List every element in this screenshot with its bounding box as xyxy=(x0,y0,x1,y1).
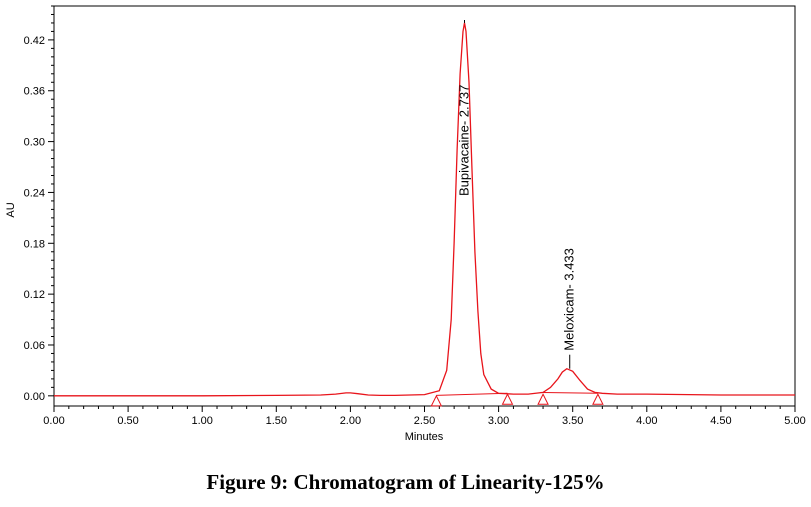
x-tick-label: 1.00 xyxy=(191,415,212,427)
peak-annotation: Meloxicam- 3.433 xyxy=(562,248,577,369)
x-tick-label: 4.00 xyxy=(636,415,657,427)
chromatogram-trace xyxy=(54,22,795,397)
x-tick-label: 0.50 xyxy=(117,415,138,427)
x-tick-label: 2.00 xyxy=(340,415,361,427)
y-tick-label: 0.36 xyxy=(24,86,45,98)
x-tick-label: 0.00 xyxy=(43,415,64,427)
peak-annotation: Bupivacaine- 2.737 xyxy=(457,20,472,196)
x-tick-label: 4.50 xyxy=(710,415,731,427)
chromatogram-chart: 0.00 0.50 1.00 1.50 2.00 2.50 3.00 3.50 4.00 4.50… xyxy=(5,5,806,443)
y-tick-label: 0.00 xyxy=(24,391,45,403)
y-tick-label: 0.18 xyxy=(24,238,45,250)
figure-caption: Figure 9: Chromatogram of Linearity-125% xyxy=(206,470,605,494)
x-tick-label: 3.00 xyxy=(488,415,509,427)
x-tick-label: 2.50 xyxy=(414,415,435,427)
y-tick-label: 0.12 xyxy=(24,289,45,301)
integration-marker-triangle xyxy=(592,393,604,405)
plot-border xyxy=(53,5,796,407)
y-tick-label: 0.30 xyxy=(24,137,45,149)
x-tick-label: 1.50 xyxy=(266,415,287,427)
x-axis-ticks: 0.00 0.50 1.00 1.50 2.00 2.50 3.00 3.50 4.00 4.50… xyxy=(43,406,806,427)
y-axis-ticks: 0.00 0.06 0.12 0.18 0.24 0.30 0.36 0.42 xyxy=(24,5,54,403)
y-tick-label: 0.24 xyxy=(24,187,45,199)
x-axis-title: Minutes xyxy=(405,431,444,443)
integration-markers xyxy=(430,393,604,407)
x-tick-label: 3.50 xyxy=(562,415,583,427)
integration-marker-triangle xyxy=(430,394,443,407)
peak-annotations: Bupivacaine- 2.737 Meloxicam- 3.433 xyxy=(457,20,577,369)
integration-marker-triangle xyxy=(501,393,514,405)
integration-baselines xyxy=(436,391,598,396)
y-tick-label: 0.06 xyxy=(24,340,45,352)
plot-frame xyxy=(53,5,796,407)
baseline-segment xyxy=(436,392,508,396)
y-tick-label: 0.42 xyxy=(24,35,45,47)
integration-marker-triangle xyxy=(537,393,549,405)
peak-label: Bupivacaine- 2.737 xyxy=(457,85,472,196)
baseline-segment xyxy=(543,391,598,394)
peak-label: Meloxicam- 3.433 xyxy=(562,248,577,351)
x-tick-label: 5.00 xyxy=(784,415,805,427)
y-axis-title: AU xyxy=(5,202,17,217)
